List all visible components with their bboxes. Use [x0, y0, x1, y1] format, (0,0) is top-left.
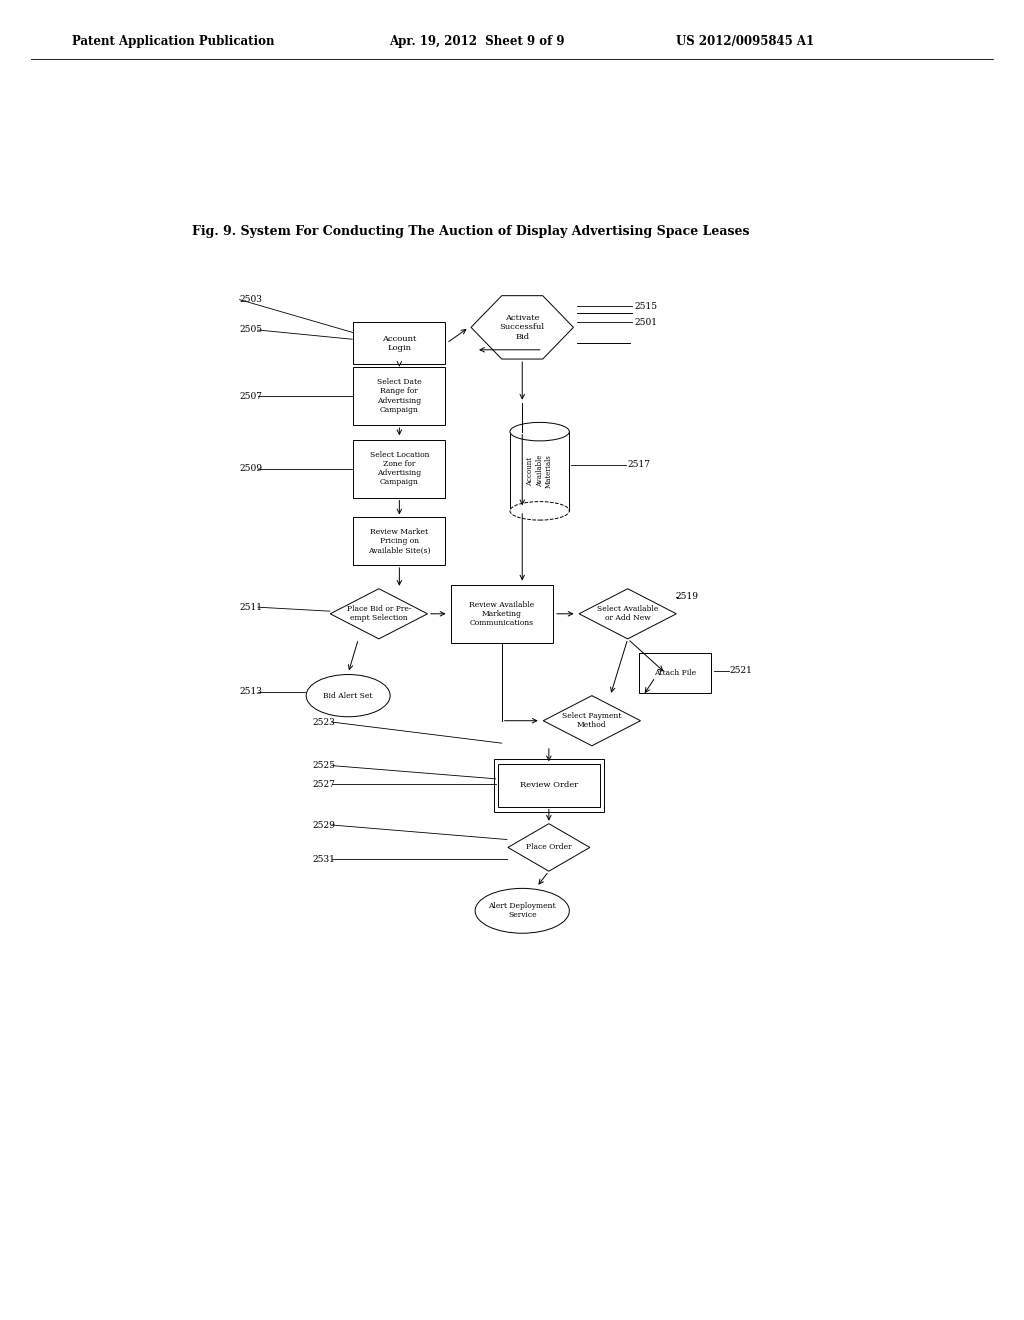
FancyBboxPatch shape: [494, 759, 604, 812]
Text: 2501: 2501: [635, 318, 657, 326]
Text: 2511: 2511: [240, 603, 262, 611]
Polygon shape: [580, 589, 676, 639]
FancyBboxPatch shape: [451, 585, 553, 643]
Text: 2515: 2515: [635, 302, 658, 310]
Ellipse shape: [306, 675, 390, 717]
Text: Select Date
Range for
Advertising
Campaign: Select Date Range for Advertising Campai…: [377, 379, 422, 413]
Text: 2525: 2525: [312, 762, 335, 770]
Text: Bid Alert Set: Bid Alert Set: [324, 692, 373, 700]
Text: Attach File: Attach File: [653, 669, 696, 677]
Text: Account
Available
Materials: Account Available Materials: [526, 454, 553, 488]
Text: 2505: 2505: [240, 326, 263, 334]
Text: 2509: 2509: [240, 465, 262, 473]
Text: Alert Deployment
Service: Alert Deployment Service: [488, 902, 556, 920]
Text: Select Location
Zone for
Advertising
Campaign: Select Location Zone for Advertising Cam…: [370, 451, 429, 486]
Text: Patent Application Publication: Patent Application Publication: [72, 34, 274, 48]
Text: Select Available
or Add New: Select Available or Add New: [597, 605, 658, 623]
Text: 2503: 2503: [240, 296, 262, 304]
Polygon shape: [330, 589, 428, 639]
Text: Activate
Successful
Bid: Activate Successful Bid: [500, 314, 545, 341]
Text: Fig. 9. System For Conducting The Auction of Display Advertising Space Leases: Fig. 9. System For Conducting The Auctio…: [193, 224, 750, 238]
Ellipse shape: [510, 502, 569, 520]
Polygon shape: [543, 696, 641, 746]
Text: Review Available
Marketing
Communications: Review Available Marketing Communication…: [469, 601, 535, 627]
Text: 2507: 2507: [240, 392, 262, 400]
Text: 2517: 2517: [628, 461, 650, 469]
FancyBboxPatch shape: [498, 764, 600, 807]
Polygon shape: [508, 824, 590, 871]
Text: 2531: 2531: [312, 855, 335, 863]
Text: 2523: 2523: [312, 718, 335, 726]
Text: 2519: 2519: [676, 593, 698, 601]
Text: Select Payment
Method: Select Payment Method: [562, 711, 622, 730]
Text: Review Order: Review Order: [520, 781, 578, 789]
FancyBboxPatch shape: [510, 432, 569, 511]
Ellipse shape: [475, 888, 569, 933]
Text: Account
Login: Account Login: [382, 334, 417, 352]
Text: Place Bid or Pre-
empt Selection: Place Bid or Pre- empt Selection: [347, 605, 411, 623]
Text: Review Market
Pricing on
Available Site(s): Review Market Pricing on Available Site(…: [368, 528, 431, 554]
Text: 2527: 2527: [312, 780, 335, 788]
FancyBboxPatch shape: [353, 440, 445, 498]
Text: Place Order: Place Order: [526, 843, 571, 851]
FancyBboxPatch shape: [353, 517, 445, 565]
Text: Apr. 19, 2012  Sheet 9 of 9: Apr. 19, 2012 Sheet 9 of 9: [389, 34, 564, 48]
Text: 2513: 2513: [240, 688, 262, 696]
Ellipse shape: [510, 422, 569, 441]
FancyBboxPatch shape: [353, 367, 445, 425]
Text: US 2012/0095845 A1: US 2012/0095845 A1: [676, 34, 814, 48]
Polygon shape: [471, 296, 573, 359]
Text: 2529: 2529: [312, 821, 335, 829]
Text: 2521: 2521: [729, 667, 752, 675]
FancyBboxPatch shape: [353, 322, 445, 364]
FancyBboxPatch shape: [639, 653, 711, 693]
